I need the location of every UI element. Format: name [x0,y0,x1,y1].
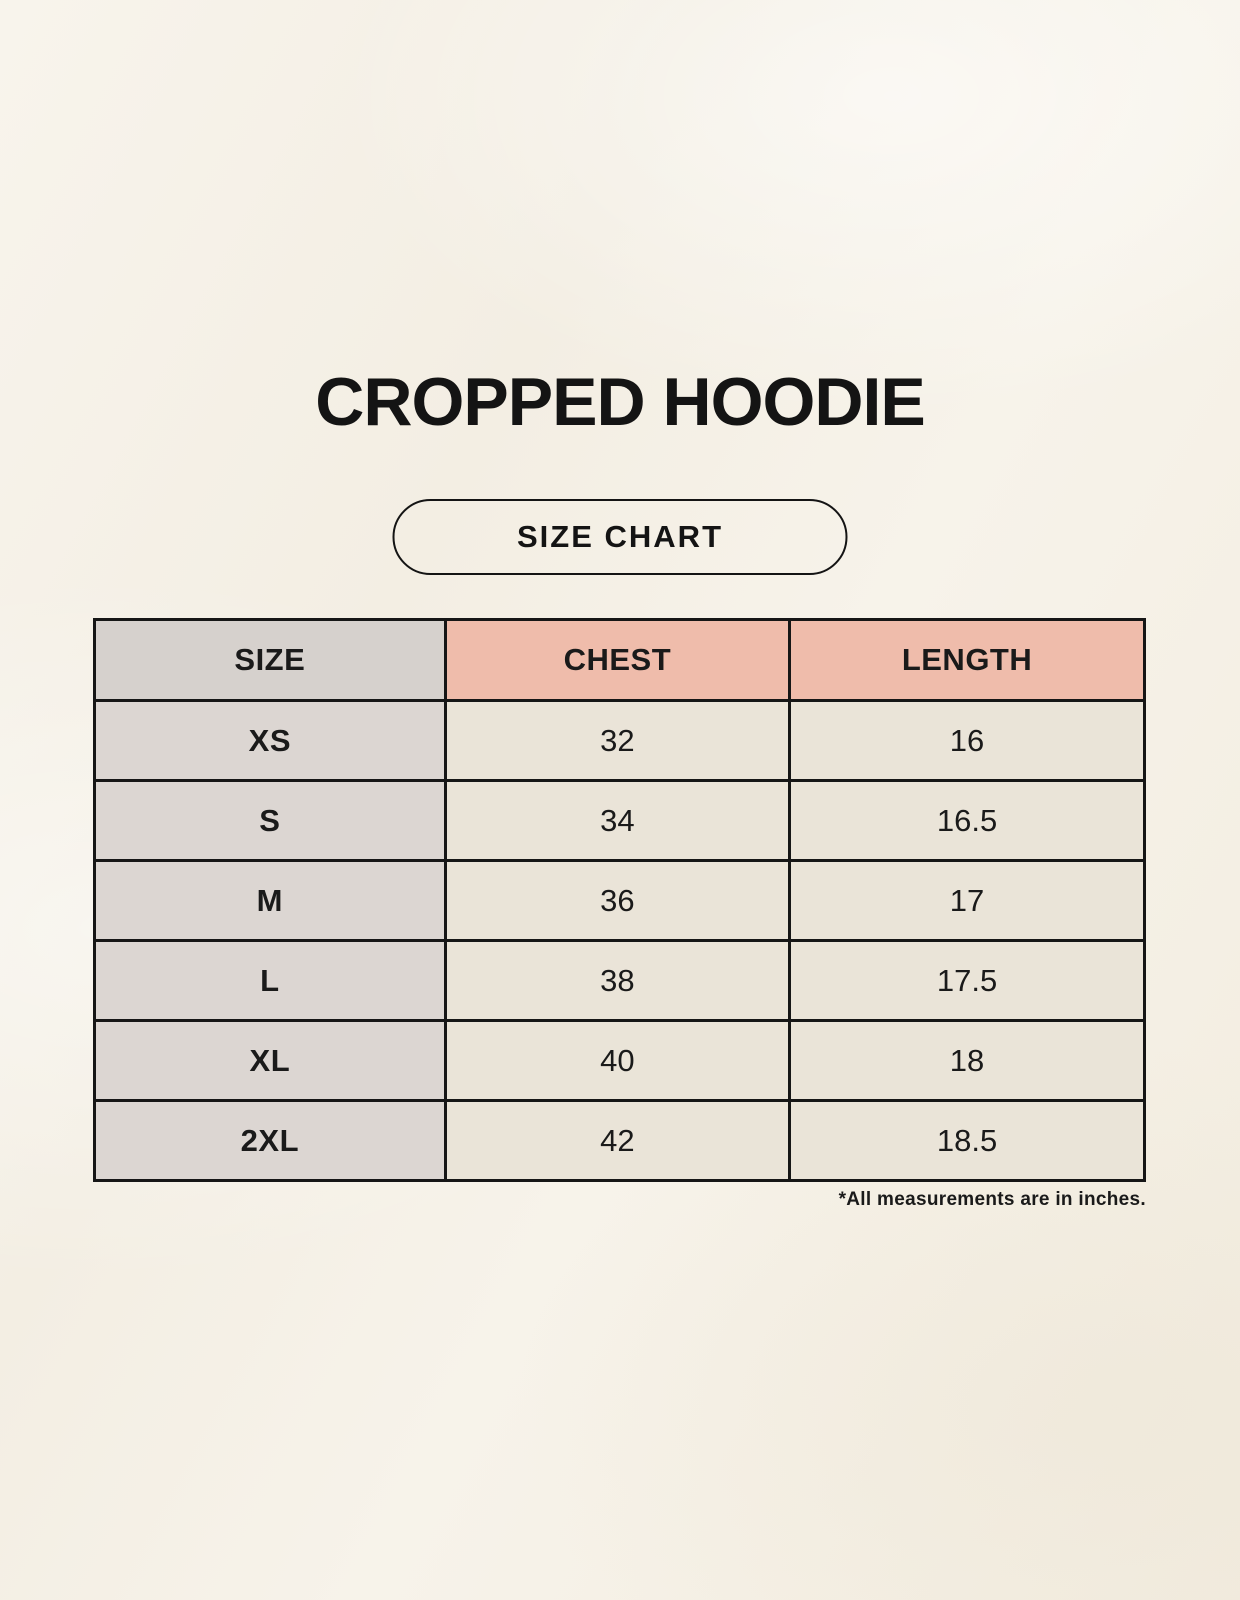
table-row: M 36 17 [93,859,1146,942]
length-cell: 17 [788,859,1146,942]
column-header-chest: CHEST [443,618,792,702]
chest-cell: 34 [443,779,792,862]
table-header-row: SIZE CHEST LENGTH [93,618,1146,702]
column-header-length: LENGTH [788,618,1146,702]
chest-cell: 38 [443,939,792,1022]
size-cell: S [93,779,447,862]
table-row: 2XL 42 18.5 [93,1099,1146,1182]
product-title: CROPPED HOODIE [315,364,925,440]
size-cell: XS [93,699,447,782]
chest-cell: 32 [443,699,792,782]
size-table: SIZE CHEST LENGTH XS 32 16 S 34 16.5 M [93,618,1146,1182]
table-row: L 38 17.5 [93,939,1146,1022]
size-chart-pill: SIZE CHART [392,499,848,575]
chest-cell: 40 [443,1019,792,1102]
table-row: S 34 16.5 [93,779,1146,862]
table-row: XS 32 16 [93,699,1146,782]
measurements-footnote: *All measurements are in inches. [838,1189,1146,1210]
table-row: XL 40 18 [93,1019,1146,1102]
length-cell: 18.5 [788,1099,1146,1182]
length-cell: 16.5 [788,779,1146,862]
size-table-section: SIZE CHEST LENGTH XS 32 16 S 34 16.5 M [93,618,1146,1211]
size-cell: 2XL [93,1099,447,1182]
size-cell: M [93,859,447,942]
column-header-size: SIZE [93,618,447,702]
chest-cell: 36 [443,859,792,942]
size-cell: XL [93,1019,447,1102]
size-chart-pill-label: SIZE CHART [517,519,723,554]
length-cell: 17.5 [788,939,1146,1022]
chest-cell: 42 [443,1099,792,1182]
size-cell: L [93,939,447,1022]
length-cell: 16 [788,699,1146,782]
length-cell: 18 [788,1019,1146,1102]
